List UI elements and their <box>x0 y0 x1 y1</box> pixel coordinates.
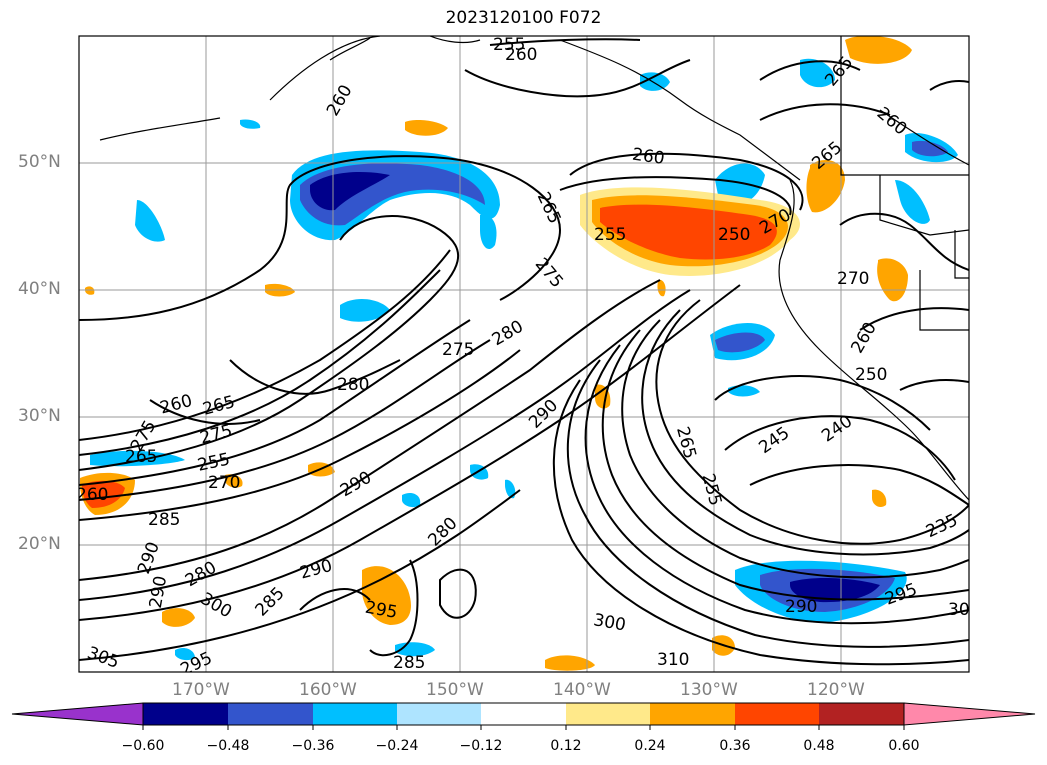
colorbar-segment <box>481 703 566 725</box>
lon-label: 150°W <box>426 680 484 700</box>
colorbar-segment <box>566 703 650 725</box>
positive-anomaly-fills <box>80 36 912 671</box>
colorbar-tick-label: −0.48 <box>206 738 250 754</box>
map-frame <box>78 35 970 673</box>
contour-label: 260 <box>631 145 666 169</box>
colorbar-tick-label: 0.12 <box>550 738 582 754</box>
lon-label: 140°W <box>553 680 611 700</box>
colorbar-tick-label: 0.24 <box>634 738 666 754</box>
colorbar-tick-label: −0.60 <box>121 738 165 754</box>
lat-label: 20°N <box>18 534 61 554</box>
contour-label: 270 <box>837 269 869 289</box>
contour-label: 265 <box>125 447 157 467</box>
colorbar-segment <box>650 703 735 725</box>
contour-label: 285 <box>148 510 180 530</box>
colorbar-tick-label: 0.60 <box>888 738 920 754</box>
lon-label: 120°W <box>807 680 865 700</box>
colorbar <box>11 702 1036 730</box>
map-area: 255 260 260 265 260 260 265 265 255 250 … <box>76 35 980 673</box>
contour-label: 310 <box>657 650 689 670</box>
colorbar-tick-label: −0.36 <box>291 738 335 754</box>
height-contours <box>79 38 969 666</box>
contour-label: 255 <box>493 35 525 55</box>
contour-label: 250 <box>718 225 750 245</box>
contour-label: 260 <box>505 45 537 65</box>
colorbar-segment <box>397 703 481 725</box>
colorbar-segment <box>143 703 228 725</box>
colorbar-extend-low <box>11 702 144 726</box>
contour-label: 250 <box>855 365 887 385</box>
lat-label: 50°N <box>18 152 61 172</box>
lon-label: 160°W <box>299 680 357 700</box>
lat-label: 30°N <box>18 406 61 426</box>
lat-label: 40°N <box>18 279 61 299</box>
colorbar-tick-label: −0.12 <box>459 738 503 754</box>
contour-label: 255 <box>594 225 626 245</box>
figure-title: 2023120100 F072 <box>445 8 602 28</box>
contour-label: 285 <box>393 653 425 673</box>
lon-label: 130°W <box>680 680 738 700</box>
contour-label: 290 <box>785 597 817 617</box>
contour-label: 280 <box>337 375 369 395</box>
contour-label: 270 <box>208 473 240 493</box>
contour-label: 260 <box>76 485 108 505</box>
colorbar-tick-label: −0.24 <box>375 738 419 754</box>
colorbar-tick-label: 0.48 <box>803 738 835 754</box>
colorbar-segment <box>313 703 397 725</box>
colorbar-outline <box>142 702 905 726</box>
negative-anomaly-fills <box>90 58 958 661</box>
lon-label: 170°W <box>172 680 230 700</box>
colorbar-extend-high <box>903 702 1036 726</box>
colorbar-tick-label: 0.36 <box>719 738 751 754</box>
contour-label: 275 <box>442 340 474 360</box>
colorbar-segment <box>735 703 819 725</box>
colorbar-segment <box>228 703 313 725</box>
contour-label: 300 <box>948 600 980 620</box>
contour-label-group: 255 260 260 265 260 260 265 265 255 250 … <box>76 35 980 673</box>
colorbar-segment <box>819 703 904 725</box>
